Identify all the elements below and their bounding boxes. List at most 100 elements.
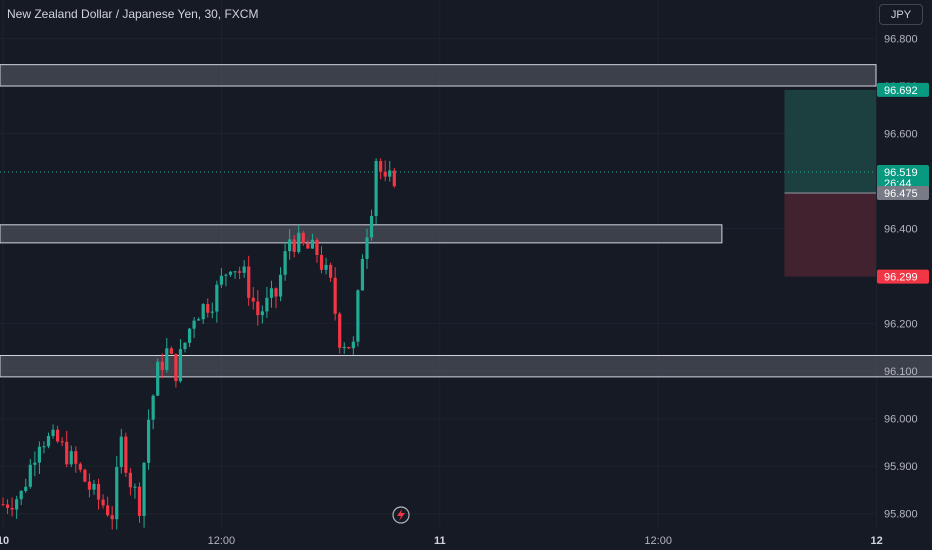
current-price-tag-bg <box>877 165 929 190</box>
candle-body <box>60 441 64 443</box>
candle-body <box>278 274 283 297</box>
candle-body <box>379 161 383 172</box>
x-tick-label: 12:00 <box>644 535 672 547</box>
candle-body <box>388 170 392 177</box>
candle-body <box>137 486 142 516</box>
candle-body <box>192 320 196 329</box>
candle-body <box>165 348 169 370</box>
candle-body <box>5 504 10 508</box>
candle-body <box>169 348 173 354</box>
candle-body <box>251 297 255 302</box>
candle-body <box>197 319 201 321</box>
y-tick-label: 95.800 <box>884 509 918 521</box>
candle-body <box>42 446 46 448</box>
y-tick-label: 96.600 <box>884 129 918 141</box>
sr-zone <box>0 64 877 87</box>
x-tick-label: 12:00 <box>208 535 236 547</box>
candle-body <box>392 170 396 187</box>
candle-body <box>319 255 324 270</box>
candle-body <box>351 341 355 349</box>
y-tick-label: 96.100 <box>884 366 918 378</box>
candle-body <box>187 328 192 343</box>
entry-price-tag-bg <box>877 185 929 200</box>
candle-body <box>224 274 228 276</box>
candle-body <box>329 264 333 278</box>
candle-body <box>10 507 14 510</box>
candle-body <box>315 239 319 256</box>
candle-body <box>215 284 219 312</box>
candle-body <box>365 237 369 259</box>
candle-body <box>24 486 28 491</box>
profit-zone <box>784 89 876 193</box>
candle-body <box>1 504 5 506</box>
candle-body <box>374 161 378 217</box>
take-profit-tag-bg <box>877 82 929 97</box>
candle-body <box>33 462 37 465</box>
candle-body <box>178 349 183 382</box>
y-tick-label: 96.200 <box>884 319 918 331</box>
support-resistance-zones <box>0 64 932 378</box>
current-price-tag: 96.519 <box>884 167 918 179</box>
lightning-icon[interactable] <box>392 506 410 524</box>
y-tick-label: 96.400 <box>884 224 918 236</box>
currency-button[interactable]: JPY <box>879 4 923 25</box>
candle-body <box>156 361 160 396</box>
candle-body <box>333 277 337 314</box>
candle-body <box>174 353 178 382</box>
candle-body <box>347 347 351 349</box>
candle-body <box>342 347 346 349</box>
x-tick-label: 12 <box>870 535 882 547</box>
candle-body <box>119 436 123 467</box>
candle-body <box>142 462 146 516</box>
candle-body <box>369 216 374 238</box>
long-position-tool <box>0 89 876 277</box>
candle-body <box>92 483 96 490</box>
candle-body <box>74 451 78 464</box>
candle-body <box>206 304 210 313</box>
entry-price-tag: 96.475 <box>884 188 918 200</box>
candle-body <box>65 441 69 465</box>
sr-zone <box>0 224 723 244</box>
candle-body <box>219 275 223 285</box>
stop-loss-tag-bg <box>877 269 929 284</box>
candle-body <box>274 288 278 297</box>
take-profit-tag: 96.692 <box>884 85 918 97</box>
candle-body <box>338 313 342 348</box>
candle-body <box>37 446 41 463</box>
y-tick-label: 95.900 <box>884 461 918 473</box>
candle-body <box>356 290 360 342</box>
candle-body <box>78 463 82 470</box>
candle-body <box>260 311 264 316</box>
candle-body <box>324 264 328 270</box>
loss-zone <box>784 192 876 277</box>
candle-body <box>106 505 110 516</box>
candle-body <box>233 271 237 273</box>
candle-body <box>69 451 73 465</box>
candle-body <box>238 271 242 273</box>
candle-body <box>56 429 60 442</box>
candle-body <box>101 499 105 506</box>
candle-body <box>151 395 155 420</box>
candle-body <box>110 515 114 520</box>
candle-body <box>383 171 387 177</box>
candle-body <box>310 239 314 249</box>
candle-body <box>360 258 365 291</box>
candle-body <box>210 311 214 313</box>
candle-body <box>297 232 301 252</box>
candle-body <box>301 232 305 244</box>
y-tick-label: 96.000 <box>884 414 918 426</box>
y-tick-label: 96.800 <box>884 34 918 46</box>
candle-body <box>15 499 19 510</box>
candlestick-series <box>1 158 396 530</box>
sr-zone <box>0 354 932 378</box>
candle-body <box>247 266 251 298</box>
candle-body <box>242 266 246 273</box>
candle-body <box>228 271 233 275</box>
candle-body <box>19 490 23 500</box>
candle-body <box>269 288 274 298</box>
candle-body <box>283 251 287 275</box>
candle-body <box>288 239 292 252</box>
candle-body <box>46 435 51 447</box>
